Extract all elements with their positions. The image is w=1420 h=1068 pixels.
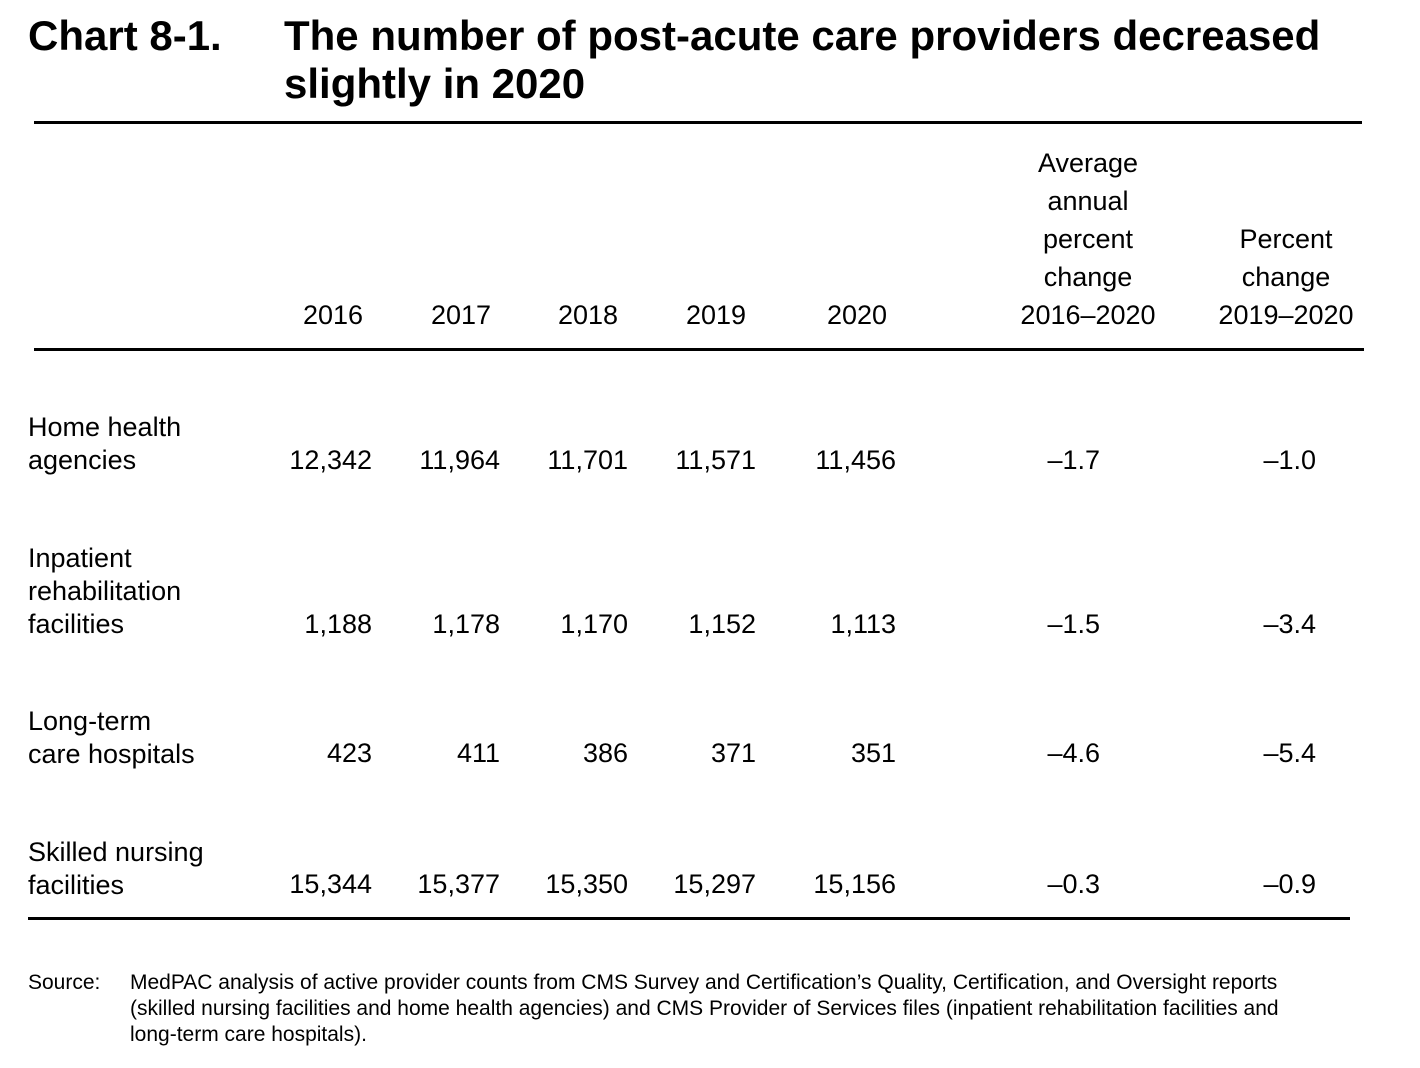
row-label-skilled-nursing: Skilled nursing facilities [28,837,204,900]
cell-home-health-avg-change: –1.7 [1047,445,1100,475]
cell-inpatient-rehab-2018: 1,170 [560,609,628,639]
cell-inpatient-rehab-2020: 1,113 [830,609,896,639]
row-label-inpatient-rehab: Inpatient rehabilitation facilities [28,543,182,639]
cell-home-health-pct-change: –1.0 [1263,445,1316,475]
cell-skilled-nursing-2016: 15,344 [289,869,372,899]
column-header-2017: 2017 [431,300,492,330]
cell-skilled-nursing-2017: 15,377 [417,869,500,899]
cell-home-health-2019: 11,571 [675,445,756,475]
cell-home-health-2020: 11,456 [815,445,896,475]
cell-inpatient-rehab-avg-change: –1.5 [1047,609,1100,639]
column-header-2016: 2016 [303,300,364,330]
row-label-home-health: Home health agencies [28,412,182,475]
chart-title: The number of post-acute care providers … [284,12,1321,107]
column-header-2018: 2018 [558,300,619,330]
cell-long-term-care-pct-change: –5.4 [1263,738,1316,768]
cell-long-term-care-2017: 411 [456,738,500,768]
cell-skilled-nursing-2019: 15,297 [673,869,756,899]
cell-inpatient-rehab-2016: 1,188 [304,609,372,639]
column-header-percent-change: Percent change 2019–2020 [1218,224,1354,330]
cell-skilled-nursing-avg-change: –0.3 [1047,869,1100,899]
cell-long-term-care-avg-change: –4.6 [1047,738,1100,768]
cell-home-health-2017: 11,964 [419,445,500,475]
cell-long-term-care-2019: 371 [710,738,756,768]
cell-inpatient-rehab-2017: 1,178 [432,609,500,639]
column-header-2020: 2020 [827,300,888,330]
cell-home-health-2018: 11,701 [547,445,628,475]
cell-long-term-care-2016: 423 [326,738,372,768]
cell-long-term-care-2020: 351 [850,738,896,768]
cell-inpatient-rehab-2019: 1,152 [688,609,756,639]
column-header-average-annual-change: Average annual percent change 2016–2020 [1020,148,1156,330]
column-header-2019: 2019 [686,300,747,330]
cell-home-health-2016: 12,342 [289,445,372,475]
cell-skilled-nursing-2020: 15,156 [813,869,896,899]
header-rule [34,348,1364,351]
cell-inpatient-rehab-pct-change: –3.4 [1263,609,1316,639]
bottom-rule [28,917,1350,920]
cell-long-term-care-2018: 386 [582,738,628,768]
source-text: MedPAC analysis of active provider count… [130,971,1279,1046]
chart-number: Chart 8-1. [28,12,222,59]
cell-skilled-nursing-2018: 15,350 [545,869,628,899]
cell-skilled-nursing-pct-change: –0.9 [1263,869,1316,899]
source-label: Source: [28,971,101,994]
row-label-long-term-care: Long-term care hospitals [28,706,195,769]
top-rule [34,121,1362,124]
